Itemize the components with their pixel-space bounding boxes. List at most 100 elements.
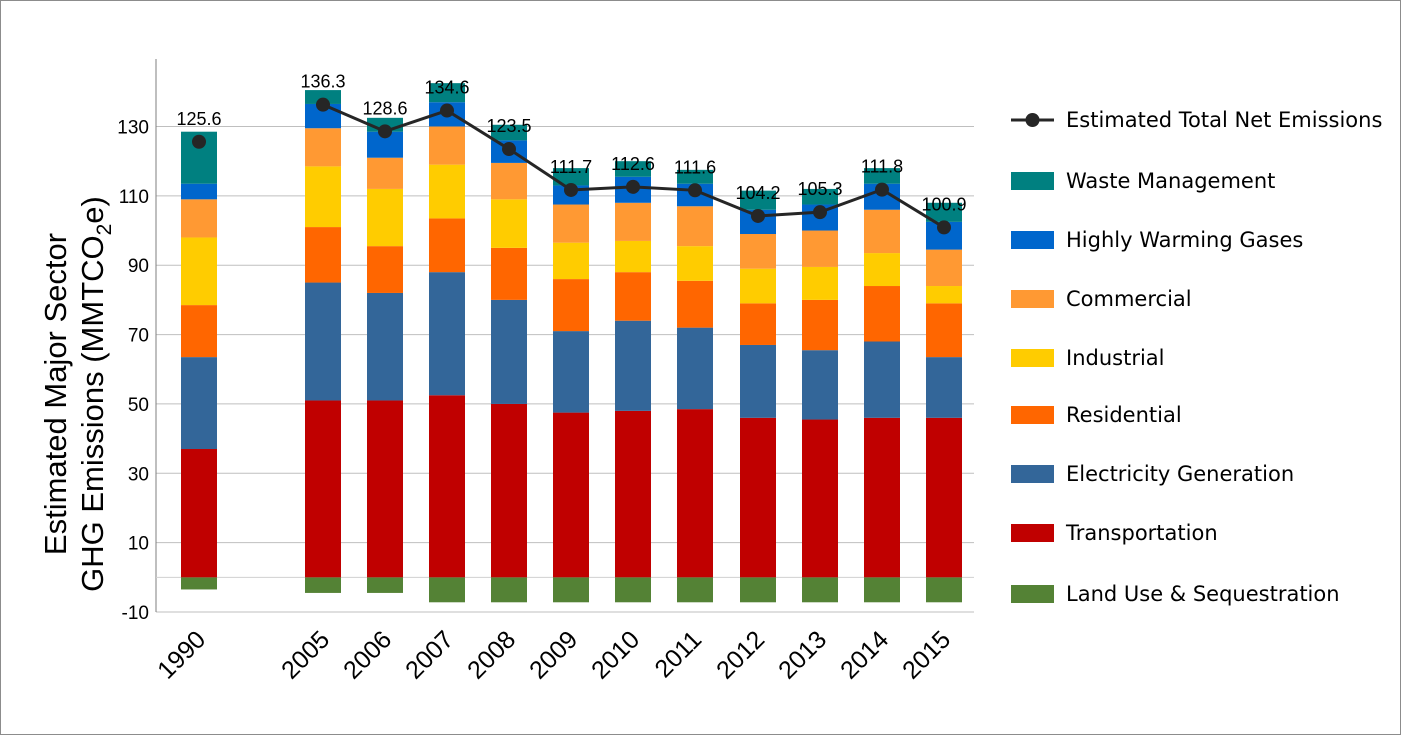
legend-swatch-electricity-generation <box>1011 465 1054 483</box>
bar-segment-land-use-sequestration <box>677 577 713 603</box>
x-tick-label: 2013 <box>773 625 832 684</box>
bar-segment-residential <box>305 227 341 283</box>
total-emissions-label: 111.7 <box>550 157 592 177</box>
bar-segment-commercial <box>367 157 403 189</box>
y-axis-label: Estimated Major Sector GHG Emissions (MM… <box>38 196 116 592</box>
y-axis-label-prefix: GHG Emissions (MMTCO <box>75 235 110 592</box>
data-labels: 125.6 136.3 128.6 134.6 123.5 111.7 112.6 111.6… <box>176 72 966 215</box>
legend-label-electricity-generation: Electricity Generation <box>1066 462 1294 486</box>
total-emissions-label: 111.8 <box>861 157 903 177</box>
bar-segment-transportation <box>181 449 217 578</box>
bar-segment-electricity-generation <box>864 341 900 418</box>
legend-label-highly-warming-gases: Highly Warming Gases <box>1066 228 1303 252</box>
total-emissions-marker <box>626 179 640 194</box>
total-emissions-marker <box>688 183 702 198</box>
bar-segment-residential <box>677 280 713 328</box>
bar-segment-industrial <box>677 246 713 281</box>
bar-segment-residential <box>367 246 403 293</box>
bar-segment-waste-management <box>305 90 341 104</box>
legend-swatch-transportation <box>1011 524 1054 542</box>
bar-segment-industrial <box>429 164 465 219</box>
y-tick-label: 50 <box>128 395 149 416</box>
total-emissions-label: 105.3 <box>797 179 842 199</box>
total-emissions-label: 123.5 <box>486 116 531 136</box>
total-emissions-label: 112.6 <box>611 154 655 174</box>
bar-segment-industrial <box>740 268 776 304</box>
bar-segment-electricity-generation <box>802 350 838 420</box>
bar-segment-industrial <box>181 237 217 306</box>
bar-segment-commercial <box>926 249 962 287</box>
total-emissions-label: 134.6 <box>424 78 469 98</box>
bar-segment-transportation <box>615 410 651 578</box>
bar-segment-electricity-generation <box>181 357 217 450</box>
legend-swatch-residential <box>1011 406 1054 424</box>
legend-label-residential: Residential <box>1066 403 1182 427</box>
y-tick-label: 70 <box>128 326 149 347</box>
total-emissions-marker <box>316 97 330 112</box>
total-emissions-marker <box>564 182 578 197</box>
bar-segment-land-use-sequestration <box>305 577 341 593</box>
bar-segment-waste-management <box>615 161 651 177</box>
legend-swatch-industrial <box>1011 349 1054 367</box>
bar-segment-waste-management <box>740 190 776 210</box>
x-tick-label: 2015 <box>897 625 956 684</box>
x-tick-label: 2007 <box>400 625 459 684</box>
x-tick-label: 2010 <box>586 625 645 684</box>
bar-segment-industrial <box>491 199 527 248</box>
y-tick-label: 30 <box>128 464 149 485</box>
bar-segment-residential <box>553 279 589 332</box>
legend-label-estimated-total-net-emissions: Estimated Total Net Emissions <box>1066 108 1382 132</box>
x-tick-label: 2014 <box>835 625 894 684</box>
x-tick-label: 2008 <box>462 625 521 684</box>
legend-swatch-highly-warming-gases <box>1011 231 1054 249</box>
bar-segment-industrial <box>305 166 341 228</box>
x-tick-label: 2012 <box>711 625 770 684</box>
legend-dot-marker <box>1025 113 1040 127</box>
bar-segment-commercial <box>429 126 465 165</box>
bar-segment-electricity-generation <box>367 292 403 401</box>
total-emissions-label: 125.6 <box>176 109 221 129</box>
bar-segment-industrial <box>864 253 900 287</box>
legend-label-commercial: Commercial <box>1066 287 1192 311</box>
bar-segment-residential <box>926 303 962 358</box>
bar-segment-waste-management <box>429 83 465 103</box>
bar-segment-electricity-generation <box>553 331 589 413</box>
y-tick-label: -10 <box>122 603 149 624</box>
total-emissions-marker <box>937 220 951 235</box>
y-axis-label-suffix: e) <box>75 196 110 224</box>
bar-segment-transportation <box>864 417 900 578</box>
bar-segment-commercial <box>491 162 527 200</box>
bar-segment-commercial <box>802 230 838 267</box>
bar-segment-transportation <box>491 403 527 578</box>
bar-segment-electricity-generation <box>429 272 465 396</box>
legend: Estimated Total Net Emissions Waste Manag… <box>1011 108 1382 606</box>
bar-segment-electricity-generation <box>926 357 962 418</box>
bar-segment-industrial <box>926 286 962 304</box>
bar-segment-commercial <box>864 209 900 254</box>
bar-segment-commercial <box>677 206 713 247</box>
bar-segment-commercial <box>615 202 651 241</box>
bar-segment-residential <box>181 305 217 358</box>
bar-segment-land-use-sequestration <box>491 577 527 603</box>
bar-segment-electricity-generation <box>740 344 776 418</box>
legend-label-land-use-sequestration: Land Use & Sequestration <box>1066 582 1340 606</box>
bar-segment-commercial <box>181 199 217 238</box>
bar-segment-highly-warming-gases <box>181 183 217 200</box>
total-emissions-marker <box>440 103 454 118</box>
bar-segment-commercial <box>553 204 589 243</box>
y-tick-label: 10 <box>128 534 149 555</box>
legend-label-waste-management: Waste Management <box>1066 169 1275 193</box>
bar-segment-residential <box>615 272 651 321</box>
legend-swatch-commercial <box>1011 290 1054 308</box>
y-tick-label: 110 <box>119 187 149 208</box>
bar-segment-transportation <box>740 417 776 578</box>
bar-segment-land-use-sequestration <box>553 577 589 603</box>
bar-segment-transportation <box>802 419 838 578</box>
total-emissions-marker <box>813 205 827 220</box>
total-emissions-marker <box>502 142 516 157</box>
x-tick-label: 1990 <box>152 625 211 684</box>
bar-segment-waste-management <box>677 169 713 184</box>
legend-label-industrial: Industrial <box>1066 346 1165 370</box>
